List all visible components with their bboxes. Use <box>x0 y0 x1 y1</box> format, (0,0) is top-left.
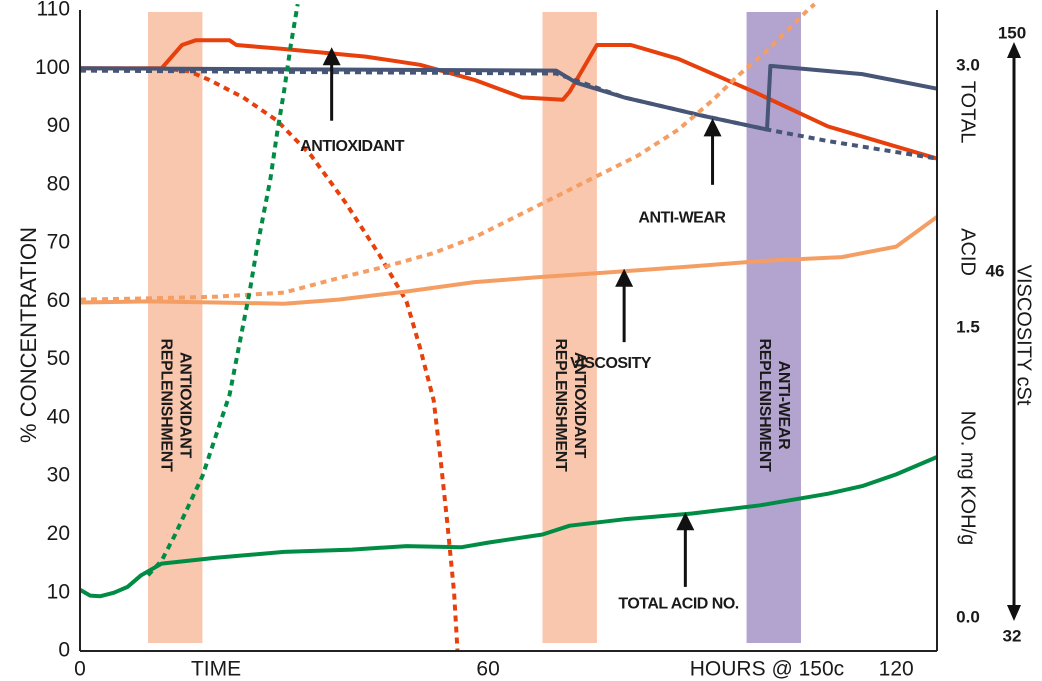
annotation-label: ANTI-WEAR <box>638 209 726 226</box>
y-tick-label: 0 <box>58 639 70 662</box>
replenishment-band <box>746 12 801 643</box>
y-tick-label: 40 <box>47 405 70 428</box>
y-tick-label: 90 <box>47 114 70 137</box>
y-tick-label: 10 <box>47 580 70 603</box>
viscosity-axis <box>1007 42 1021 621</box>
tan-axis-ticks: 3.0 1.5 0.0 <box>956 55 980 626</box>
annotation-label: TOTAL ACID NO. <box>618 596 738 613</box>
x-axis-ticks: 0 TIME 60 HOURS @ 150c 120 <box>74 658 914 681</box>
annotations: ANTIOXIDANT ANTI-WEAR VISCOSITY TOTAL ACID … <box>300 47 739 613</box>
viscosity-axis-down-arrow-icon <box>1007 605 1021 621</box>
tan-axis-label-part: TOTAL <box>957 81 979 144</box>
y-axis-label: % CONCENTRATION <box>16 227 41 443</box>
band-label: ANTI-WEAR <box>775 361 792 451</box>
series-total-acid-no <box>79 455 938 599</box>
up-arrow-icon <box>615 268 634 287</box>
replenishment-band <box>542 12 597 643</box>
band-label: ANTIOXIDANT <box>176 352 193 459</box>
x-tick-label: 60 <box>476 658 499 681</box>
x-tick-label: 120 <box>879 658 914 681</box>
band-label: REPLENISHMENT <box>157 339 174 473</box>
y-tick-label: 110 <box>37 0 70 21</box>
band-label: REPLENISHMENT <box>756 339 773 473</box>
series-total-acid-no-no-replenish <box>146 3 300 577</box>
x-tick-label: TIME <box>191 658 241 681</box>
series-lines <box>79 2 939 652</box>
viscosity-tick-label: 32 <box>1003 626 1022 645</box>
series-antioxidant-no-replenish <box>161 66 460 652</box>
y-tick-label: 100 <box>35 56 70 79</box>
series-antioxidant <box>80 38 938 161</box>
tan-tick-label: 0.0 <box>956 607 980 626</box>
series-anti-wear-no-replenish <box>79 68 938 161</box>
y-axis-ticks: 0 10 20 30 40 50 60 70 80 90 100 110 <box>35 0 70 662</box>
x-tick-label: HOURS @ 150c <box>690 658 844 681</box>
annotation-label: ANTIOXIDANT <box>300 138 405 155</box>
tan-tick-label: 1.5 <box>956 317 980 336</box>
tan-tick-label: 3.0 <box>956 55 980 74</box>
tan-axis-label: TOTAL ACID NO. mg KOH/g <box>957 81 979 546</box>
series-anti-wear <box>79 63 938 132</box>
y-tick-label: 80 <box>47 172 70 195</box>
y-tick-label: 70 <box>47 231 70 254</box>
tan-axis-label-part: ACID <box>957 228 979 276</box>
y-tick-label: 20 <box>47 522 70 545</box>
x-tick-label: 0 <box>74 658 86 681</box>
tan-axis-label-part: NO. mg KOH/g <box>957 411 979 545</box>
y-tick-label: 60 <box>47 289 70 312</box>
viscosity-axis-label: VISCOSITY cSt <box>1013 265 1035 406</box>
plot-frame <box>79 10 938 652</box>
y-tick-label: 30 <box>47 464 70 487</box>
viscosity-tick-label: 46 <box>986 261 1005 280</box>
replenishment-band <box>148 12 203 643</box>
series-viscosity-no-replenish <box>79 2 816 302</box>
annotation-label: VISCOSITY <box>570 355 652 372</box>
up-arrow-icon <box>676 512 695 531</box>
up-arrow-icon <box>703 118 722 137</box>
series-viscosity <box>79 215 939 306</box>
band-label: ANTIOXIDANT <box>571 352 588 459</box>
viscosity-axis-ticks: 150 46 32 <box>986 23 1027 645</box>
band-label: REPLENISHMENT <box>552 339 569 473</box>
up-arrow-icon <box>322 47 341 66</box>
viscosity-tick-label: 150 <box>998 23 1026 42</box>
viscosity-axis-up-arrow-icon <box>1007 42 1021 58</box>
y-tick-label: 50 <box>47 347 70 370</box>
